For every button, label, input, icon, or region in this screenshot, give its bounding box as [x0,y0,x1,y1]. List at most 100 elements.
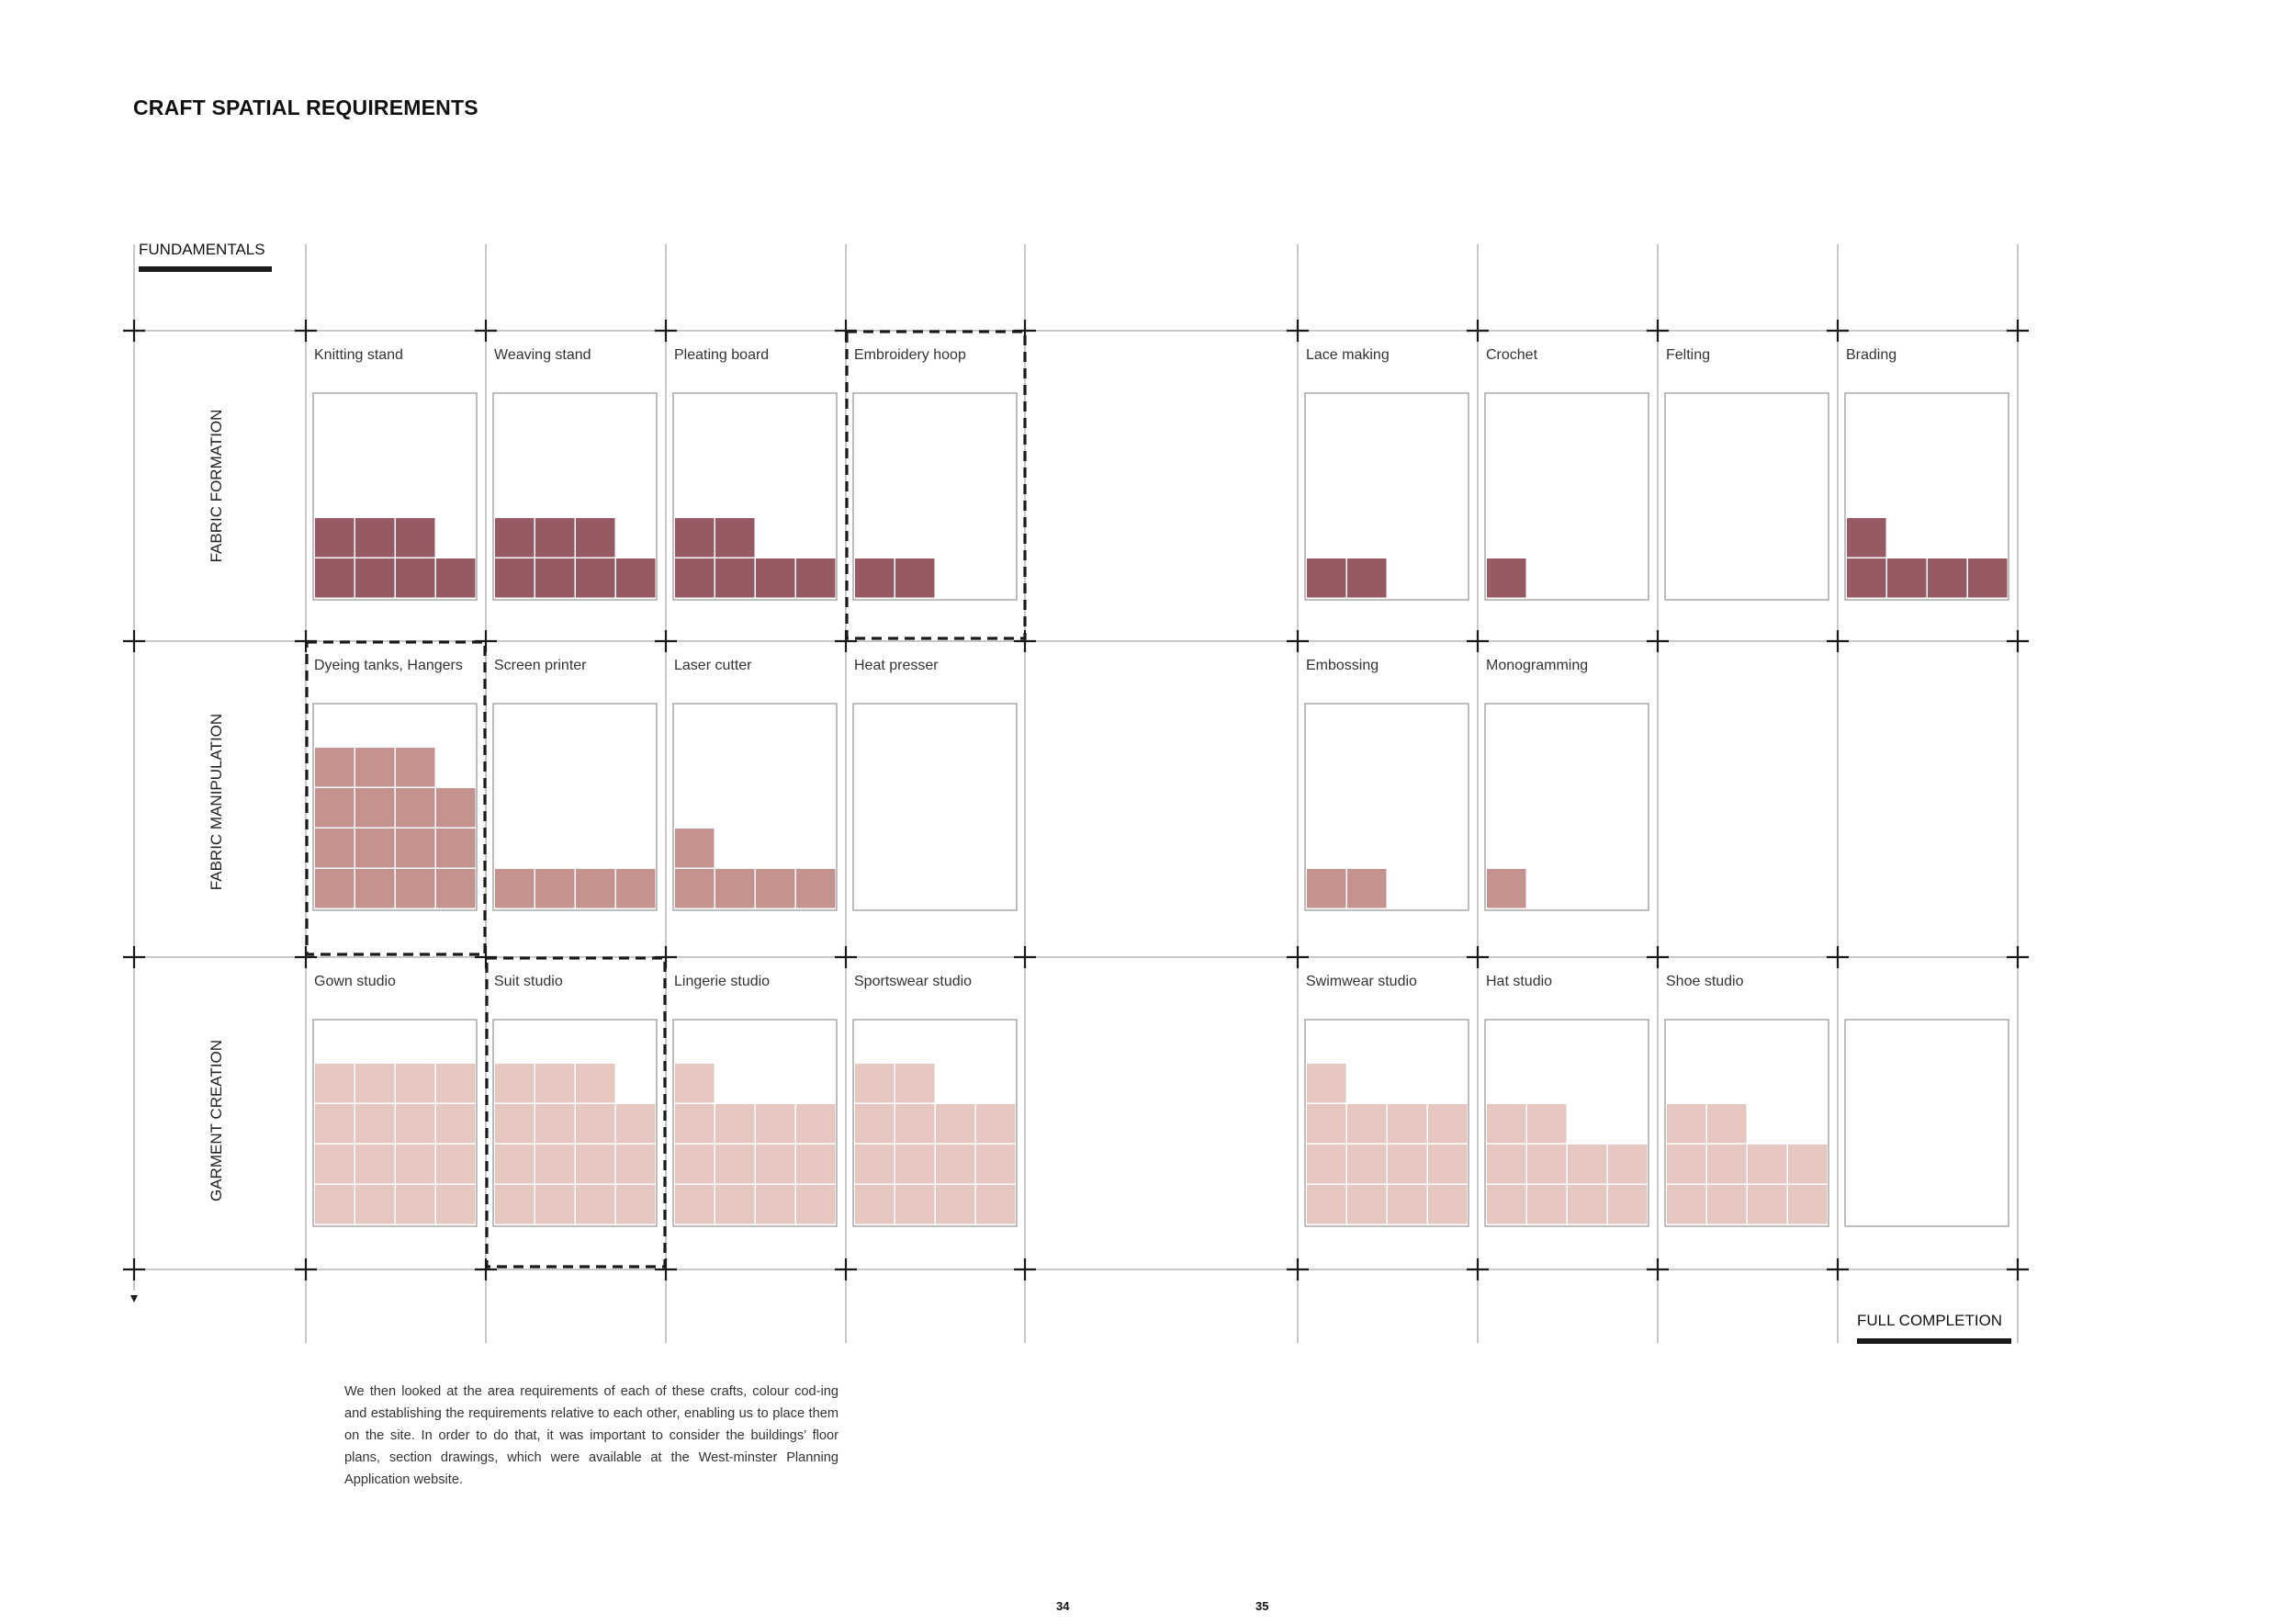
craft-label: Pleating board [674,347,770,363]
area-unit-square [675,558,715,598]
area-unit-square [535,1185,575,1224]
area-unit-square [796,1185,836,1224]
area-unit-square [1847,558,1886,598]
area-unit-square [715,1145,755,1184]
area-unit-square [495,558,535,598]
craft-label: Gown studio [314,974,396,989]
craft-label: Swimwear studio [1306,974,1417,989]
area-unit-square [855,1104,895,1144]
craft-area-box [1304,392,1469,601]
craft-area-box [312,1019,478,1227]
area-unit-square [616,1145,656,1184]
area-unit-square [855,1185,895,1224]
craft-area-box [492,392,658,601]
area-unit-square [675,1064,715,1103]
fundamentals-underline [139,266,272,272]
area-unit-square [1428,1185,1468,1224]
page-title: CRAFT SPATIAL REQUIREMENTS [133,96,478,119]
area-unit-square [576,1145,615,1184]
area-unit-square [576,558,615,598]
area-unit-square [535,869,575,908]
area-unit-square [1527,1145,1567,1184]
area-unit-square [1788,1185,1828,1224]
area-unit-square [756,869,795,908]
area-unit-square [1487,1145,1526,1184]
area-unit-square [715,869,755,908]
area-unit-square [396,829,435,868]
area-unit-square [616,869,656,908]
area-unit-square [315,788,355,828]
area-unit-square [315,558,355,598]
area-unit-square [756,1145,795,1184]
full-completion-label: FULL COMPLETION [1857,1312,2003,1329]
craft-area-box [1484,703,1649,911]
area-unit-square [675,1145,715,1184]
area-unit-square [315,518,355,558]
area-unit-square [576,1185,615,1224]
area-unit-square [1347,558,1387,598]
area-unit-square [315,829,355,868]
craft-label: Lingerie studio [674,974,771,989]
craft-label: Embroidery hoop [854,347,966,363]
area-unit-square [796,1104,836,1144]
craft-label: Brading [1846,347,1897,363]
craft-area-box [312,392,478,601]
area-unit-square [1527,1185,1567,1224]
area-unit-square [396,869,435,908]
area-unit-square [1307,869,1346,908]
row-label-garment-creation: GARMENT CREATION [208,1040,225,1201]
area-unit-square [796,869,836,908]
area-unit-square [396,748,435,787]
area-unit-square [715,558,755,598]
area-unit-square [396,518,435,558]
area-unit-square [936,1145,975,1184]
craft-area-box [1484,1019,1649,1227]
area-unit-square [576,869,615,908]
area-unit-square [1707,1145,1747,1184]
area-unit-square [355,1064,395,1103]
area-unit-square [1487,1104,1526,1144]
area-unit-square [576,1064,615,1103]
craft-area-box [1304,1019,1469,1227]
area-unit-square [436,869,476,908]
highlight-dashed-frame [485,956,667,1269]
craft-area-box [672,392,838,601]
craft-area-box [1664,392,1829,601]
area-unit-square [796,558,836,598]
area-unit-square [396,1064,435,1103]
craft-area-box [852,392,1018,601]
area-unit-square [895,558,935,598]
area-unit-square [715,518,755,558]
area-unit-square [936,1185,975,1224]
area-unit-square [616,1104,656,1144]
area-unit-square [1748,1185,1787,1224]
area-unit-square [895,1145,935,1184]
area-unit-square [355,748,395,787]
area-unit-square [1928,558,1967,598]
area-unit-square [1307,1064,1346,1103]
area-unit-square [1487,1185,1526,1224]
area-unit-square [1307,1104,1346,1144]
craft-area-box [1484,392,1649,601]
area-unit-square [1568,1145,1607,1184]
fundamentals-label: FUNDAMENTALS [139,241,265,258]
craft-label: Embossing [1306,658,1379,673]
area-unit-square [1388,1185,1427,1224]
highlight-dashed-frame [845,330,1027,640]
area-unit-square [535,1104,575,1144]
area-unit-square [436,1064,476,1103]
area-unit-square [396,558,435,598]
area-unit-square [895,1185,935,1224]
area-unit-square [936,1104,975,1144]
craft-label: Laser cutter [674,658,752,673]
area-unit-square [396,1104,435,1144]
craft-label: Shoe studio [1666,974,1744,989]
craft-label: Felting [1666,347,1711,363]
row-label-fabric-manipulation: FABRIC MANIPULATION [208,713,225,891]
craft-area-box [1844,1019,2009,1227]
caption-text: We then looked at the area requirements … [344,1383,838,1487]
area-unit-square [1487,558,1526,598]
craft-area-box [672,1019,838,1227]
craft-area-box [312,703,478,911]
